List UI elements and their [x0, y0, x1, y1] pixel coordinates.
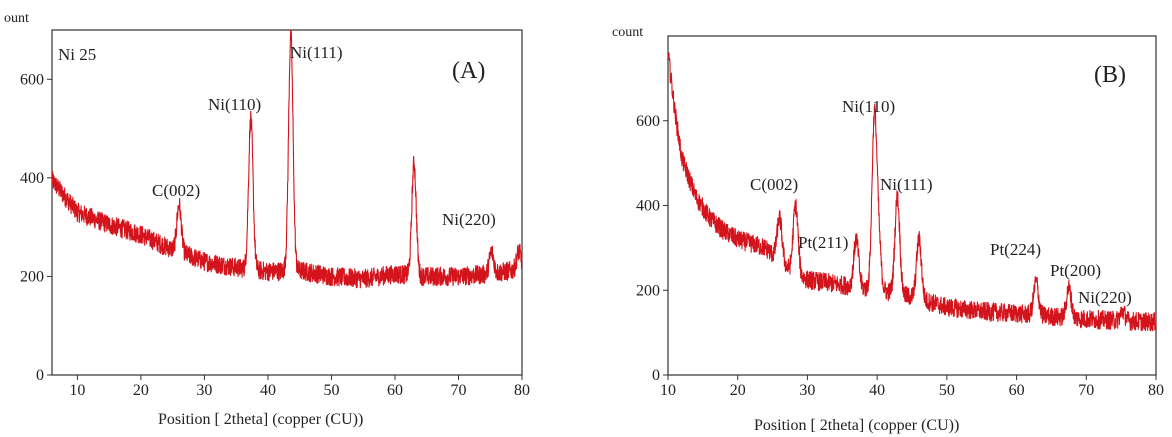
- panel-a-peak-label: Ni(111): [290, 43, 343, 62]
- panel-a-x-tick-label: 60: [387, 382, 403, 399]
- panel-b-x-tick-label: 70: [1078, 382, 1094, 399]
- panel-a-plot: 0 200 400 600 10 20 30 40 50 60 70 80 C(002) Ni(110) N…: [20, 29, 530, 399]
- panel-b-y-tick-label: 0: [652, 367, 660, 384]
- panel-a-ylabel: ount: [4, 11, 29, 26]
- panel-a-xrd-trace: [51, 29, 523, 289]
- panel-b-peak-label: Ni(111): [880, 175, 933, 194]
- panel-b-y-tick-label: 400: [636, 198, 660, 215]
- panel-a-x-tick-label: 70: [450, 382, 466, 399]
- panel-b: count 0 200 400 600 10 20 30 40 50 60 70 80 C(002) Pt…: [612, 25, 1164, 434]
- panel-b-x-tick-label: 10: [660, 382, 676, 399]
- panel-a-panel-label: (A): [452, 58, 485, 84]
- panel-b-x-tick-label: 80: [1148, 382, 1164, 399]
- panel-a-y-tick-label: 600: [20, 71, 44, 88]
- panel-a-peak-label: C(002): [152, 181, 200, 200]
- panel-b-plot: 0 200 400 600 10 20 30 40 50 60 70 80 C(002) Pt(211) N…: [636, 35, 1164, 399]
- panel-b-x-tick-label: 50: [939, 382, 955, 399]
- panel-b-peak-label: C(002): [750, 175, 798, 194]
- panel-b-x-tick-label: 30: [799, 382, 815, 399]
- panel-b-xrd-trace: [667, 52, 1157, 332]
- panel-b-xlabel: Position [ 2theta] (copper (CU)): [754, 417, 959, 434]
- panel-b-ylabel: count: [612, 25, 643, 40]
- panel-a-x-tick-label: 50: [323, 382, 339, 399]
- panel-a-x-tick-label: 20: [133, 382, 149, 399]
- panel-b-peak-label: Pt(211): [798, 233, 848, 252]
- panel-b-peak-label: Ni(110): [842, 97, 895, 116]
- panel-a-x-tick-label: 80: [514, 382, 530, 399]
- panel-a-peak-label: Ni(110): [208, 95, 261, 114]
- panel-a-xlabel: Position [ 2theta] (copper (CU)): [158, 411, 363, 428]
- panel-a: ount 0 200 400 600 10 20 30 40 50 60 70 80 C(002) Ni(…: [4, 11, 530, 428]
- panel-b-peak-label: Pt(224): [990, 240, 1041, 259]
- panel-a-y-tick-label: 0: [36, 367, 44, 384]
- panel-a-peak-label: Ni(220): [442, 210, 496, 229]
- panel-b-x-tick-label: 60: [1009, 382, 1025, 399]
- panel-a-sample-label: Ni 25: [58, 45, 96, 64]
- panel-b-peak-label: Pt(200): [1050, 261, 1101, 280]
- panel-b-y-tick-label: 200: [636, 282, 660, 299]
- panel-a-y-tick-label: 400: [20, 170, 44, 187]
- panel-b-peak-label: Ni(220): [1078, 288, 1132, 307]
- panel-a-x-tick-label: 40: [260, 382, 276, 399]
- panel-b-y-tick-label: 600: [636, 113, 660, 130]
- panel-b-panel-label: (B): [1094, 62, 1126, 88]
- panel-b-x-tick-label: 40: [869, 382, 885, 399]
- panel-a-plot-frame: [51, 29, 523, 376]
- panel-a-x-tick-label: 30: [196, 382, 212, 399]
- panel-a-y-tick-label: 200: [20, 268, 44, 285]
- panel-a-x-tick-label: 10: [69, 382, 85, 399]
- panel-b-x-tick-label: 20: [730, 382, 746, 399]
